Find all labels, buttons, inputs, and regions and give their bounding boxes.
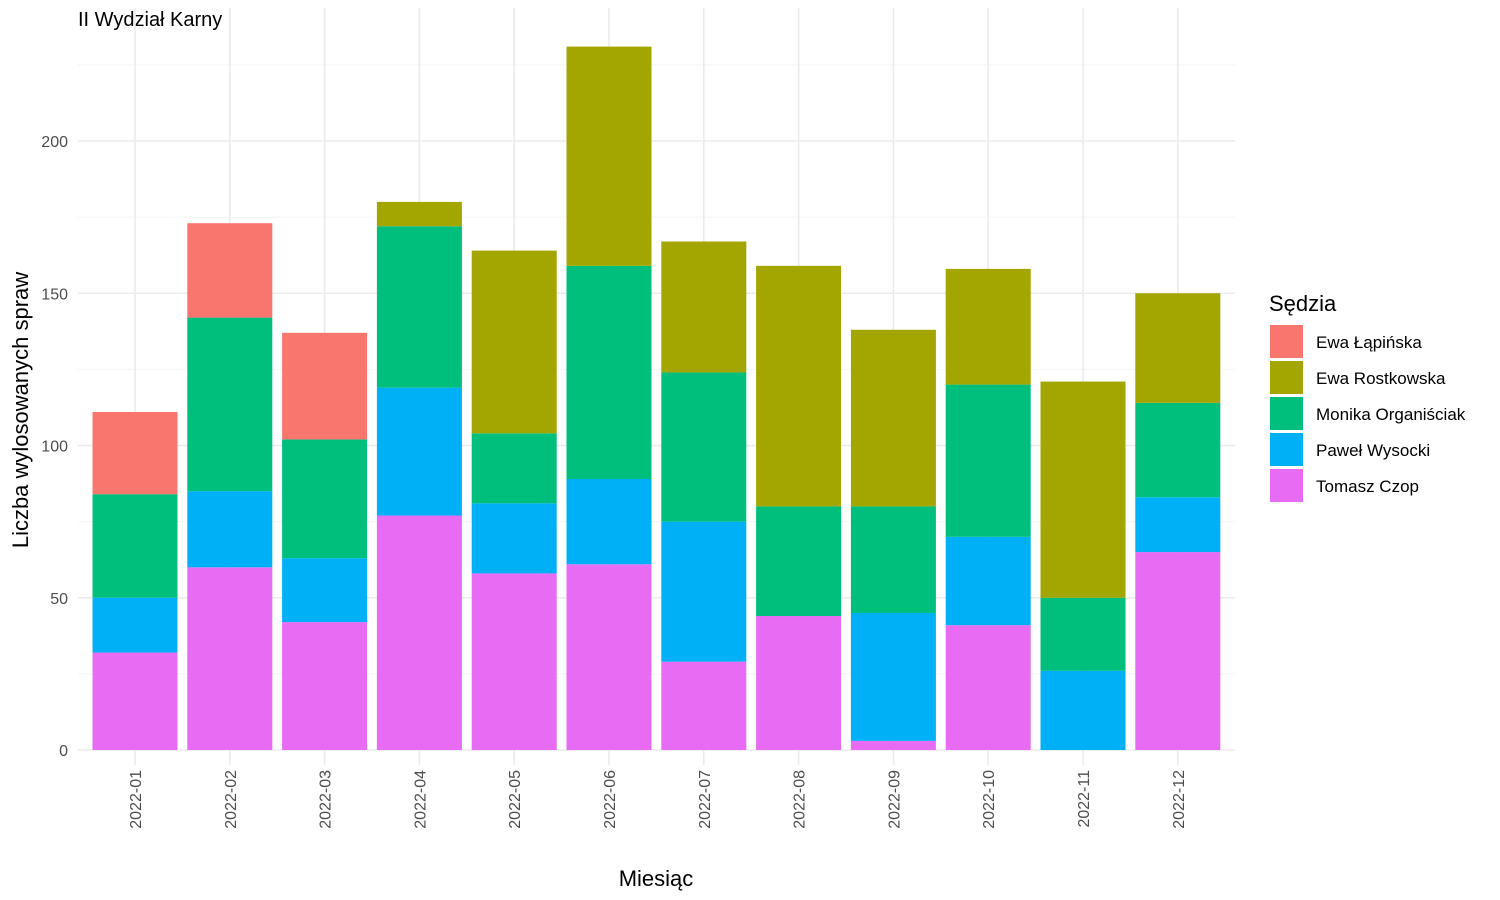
- bars: [92, 46, 1221, 750]
- bar-segment: [376, 226, 462, 388]
- x-tick-label: 2022-10: [981, 770, 998, 829]
- bar-segment: [566, 46, 652, 266]
- x-tick-label: 2022-05: [507, 770, 524, 829]
- legend-swatch: [1270, 433, 1303, 466]
- bar-segment: [282, 439, 368, 559]
- legend-swatch: [1270, 397, 1303, 430]
- x-tick-label: 2022-06: [602, 770, 619, 829]
- bar-segment: [376, 387, 462, 516]
- bar-segment: [376, 515, 462, 750]
- bar-segment: [471, 573, 557, 750]
- bar-segment: [1040, 381, 1126, 598]
- legend-swatch: [1270, 325, 1303, 358]
- bar-segment: [850, 329, 936, 507]
- x-tick-label: 2022-02: [223, 770, 240, 829]
- bar-segment: [92, 494, 178, 598]
- legend-label: Ewa Rostkowska: [1316, 369, 1446, 388]
- y-axis-ticks: 0 50 100 150 200: [41, 134, 68, 760]
- y-tick-label: 50: [50, 591, 68, 608]
- bar-segment: [187, 567, 273, 750]
- bar-segment: [756, 265, 842, 507]
- bar-segment: [92, 652, 178, 750]
- bar-segment: [661, 241, 747, 373]
- bar-segment: [376, 201, 462, 227]
- x-tick-label: 2022-09: [886, 770, 903, 829]
- bar-segment: [566, 564, 652, 750]
- bar-segment: [1040, 597, 1126, 671]
- x-tick-label: 2022-11: [1076, 770, 1093, 828]
- legend-label: Paweł Wysocki: [1316, 441, 1430, 460]
- bar-segment: [471, 503, 557, 574]
- bar-segment: [92, 412, 178, 495]
- legend-swatch: [1270, 361, 1303, 394]
- y-tick-label: 100: [41, 439, 68, 456]
- bar-segment: [945, 536, 1031, 626]
- bar-segment: [471, 250, 557, 434]
- x-tick-label: 2022-03: [318, 770, 335, 829]
- x-tick-label: 2022-12: [1171, 770, 1188, 829]
- y-tick-label: 200: [41, 134, 68, 151]
- bar-segment: [566, 478, 652, 565]
- bar-segment: [1135, 497, 1221, 553]
- x-tick-label: 2022-04: [412, 770, 429, 829]
- y-axis-title: Liczba wylosowanych spraw: [8, 272, 33, 548]
- bar-segment: [1135, 402, 1221, 498]
- bar-segment: [1135, 552, 1221, 750]
- bar-segment: [566, 265, 652, 479]
- x-tick-label: 2022-07: [697, 770, 714, 829]
- bar-segment: [187, 223, 273, 318]
- x-tick-label: 2022-08: [792, 770, 809, 829]
- bar-segment: [756, 616, 842, 750]
- bar-segment: [187, 491, 273, 568]
- x-tick-label: 2022-01: [128, 770, 145, 829]
- legend-label: Monika Organiściak: [1316, 405, 1466, 424]
- bar-segment: [850, 740, 936, 750]
- bar-segment: [945, 268, 1031, 385]
- bar-segment: [92, 597, 178, 653]
- bar-segment: [1040, 670, 1126, 750]
- bar-segment: [471, 433, 557, 504]
- bar-segment: [1135, 293, 1221, 403]
- bar-segment: [756, 506, 842, 617]
- y-tick-label: 0: [59, 743, 68, 760]
- legend-label: Tomasz Czop: [1316, 477, 1419, 496]
- bar-segment: [945, 384, 1031, 537]
- bar-segment: [850, 506, 936, 613]
- bar-segment: [850, 612, 936, 741]
- legend-label: Ewa Łąpińska: [1316, 333, 1422, 352]
- legend: Sędzia Ewa Łąpińska Ewa Rostkowska Monika …: [1269, 291, 1466, 502]
- x-axis-ticks: 2022-01 2022-02 2022-03 2022-04 2022-05 2022-…: [128, 770, 1188, 829]
- chart-title: II Wydział Karny: [78, 9, 222, 31]
- legend-title: Sędzia: [1269, 291, 1337, 316]
- bar-segment: [187, 317, 273, 492]
- bar-segment: [661, 372, 747, 522]
- bar-segment: [945, 625, 1031, 750]
- y-tick-label: 150: [41, 286, 68, 303]
- bar-segment: [282, 558, 368, 623]
- bar-segment: [661, 661, 747, 750]
- x-axis-title: Miesiąc: [619, 866, 694, 891]
- bar-segment: [282, 622, 368, 750]
- legend-swatch: [1270, 469, 1303, 502]
- bar-segment: [661, 521, 747, 662]
- bar-segment: [282, 332, 368, 440]
